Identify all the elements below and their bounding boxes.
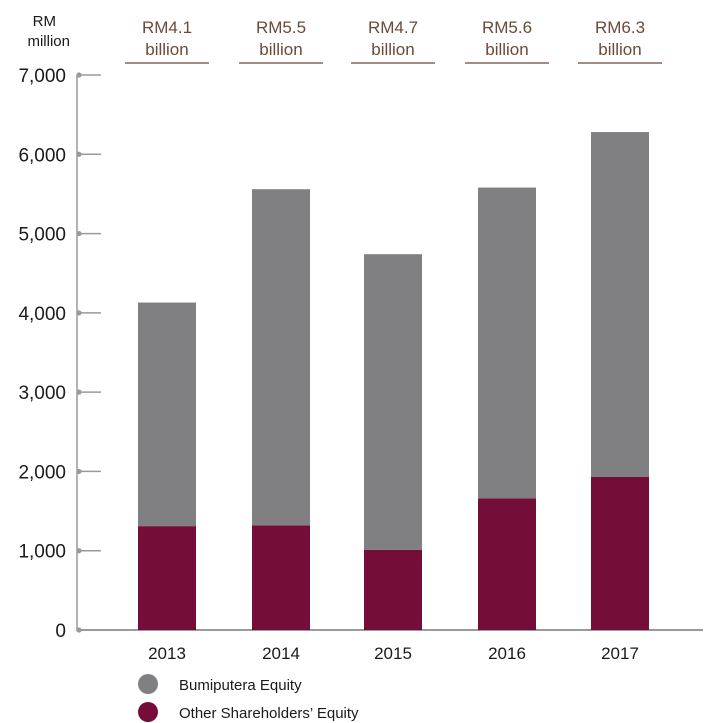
bar-2013-bumiputera [138, 302, 196, 527]
y-tick-dot [76, 72, 82, 78]
total-unit: billion [259, 40, 302, 59]
total-value: RM5.6 [482, 18, 532, 37]
bar-2014-bumiputera [252, 189, 310, 526]
category-labels: 2013 2014 2015 2016 2017 [148, 644, 639, 663]
total-unit: billion [371, 40, 414, 59]
total-unit: billion [598, 40, 641, 59]
y-tick-label: 2,000 [18, 462, 66, 483]
unit-label-line-2: million [27, 33, 70, 50]
total-label-2017: RM6.3 billion [578, 18, 662, 64]
y-tick-label: 1,000 [18, 542, 66, 563]
total-unit: billion [485, 40, 528, 59]
x-tick-label: 2014 [262, 644, 300, 663]
y-tick-dot [76, 389, 82, 395]
bar-2016-bumiputera [478, 187, 536, 499]
total-label-2015: RM4.7 billion [351, 18, 435, 64]
total-unit: billion [145, 40, 188, 59]
legend-swatch [138, 702, 158, 722]
bar-2014-other-shareholders [252, 525, 310, 630]
x-tick-label: 2013 [148, 644, 186, 663]
y-tick-label: 7,000 [18, 66, 66, 87]
total-value: RM4.1 [142, 18, 192, 37]
y-tick-label: 6,000 [18, 145, 66, 166]
y-tick-dot [76, 230, 82, 237]
legend-label: Bumiputera Equity [179, 677, 302, 694]
y-tick-dot [76, 627, 82, 633]
total-label-2014: RM5.5 billion [239, 18, 323, 64]
y-tick-label: 3,000 [18, 383, 66, 404]
legend-label: Other Shareholders’ Equity [179, 705, 359, 722]
legend-swatch [138, 674, 158, 694]
bars [138, 132, 649, 630]
y-tick-dot [76, 548, 82, 554]
total-labels: RM4.1billionRM5.5billionRM4.7billionRM5.… [125, 18, 662, 64]
legend: Bumiputera Equity Other Shareholders’ Equ… [138, 674, 359, 722]
total-value: RM4.7 [368, 18, 418, 37]
x-tick-label: 2015 [374, 644, 412, 663]
total-value: RM6.3 [595, 18, 645, 37]
bar-2013-other-shareholders [138, 526, 196, 630]
x-tick-label: 2017 [601, 644, 639, 663]
y-ticks: 0 1,000 2,000 3,000 4,000 5,000 6,000 7,000 [18, 66, 101, 642]
y-tick-label: 5,000 [18, 225, 66, 246]
bar-2015-bumiputera [364, 254, 422, 550]
bar-2017-other-shareholders [591, 476, 649, 630]
y-tick-dot [76, 151, 82, 157]
y-tick-dot [76, 310, 82, 316]
y-tick-label: 0 [55, 621, 66, 642]
total-value: RM5.5 [256, 18, 306, 37]
total-label-2016: RM5.6 billion [465, 18, 549, 64]
total-label-2013: RM4.1 billion [125, 18, 209, 64]
x-tick-label: 2016 [488, 644, 526, 663]
bar-2016-other-shareholders [478, 498, 536, 630]
unit-label-line-1: RM [33, 13, 56, 30]
unit-label: RM million [27, 13, 70, 50]
y-tick-label: 4,000 [18, 304, 66, 325]
bar-2017-bumiputera [591, 132, 649, 477]
bar-2015-other-shareholders [364, 549, 422, 630]
y-tick-dot [76, 468, 82, 475]
